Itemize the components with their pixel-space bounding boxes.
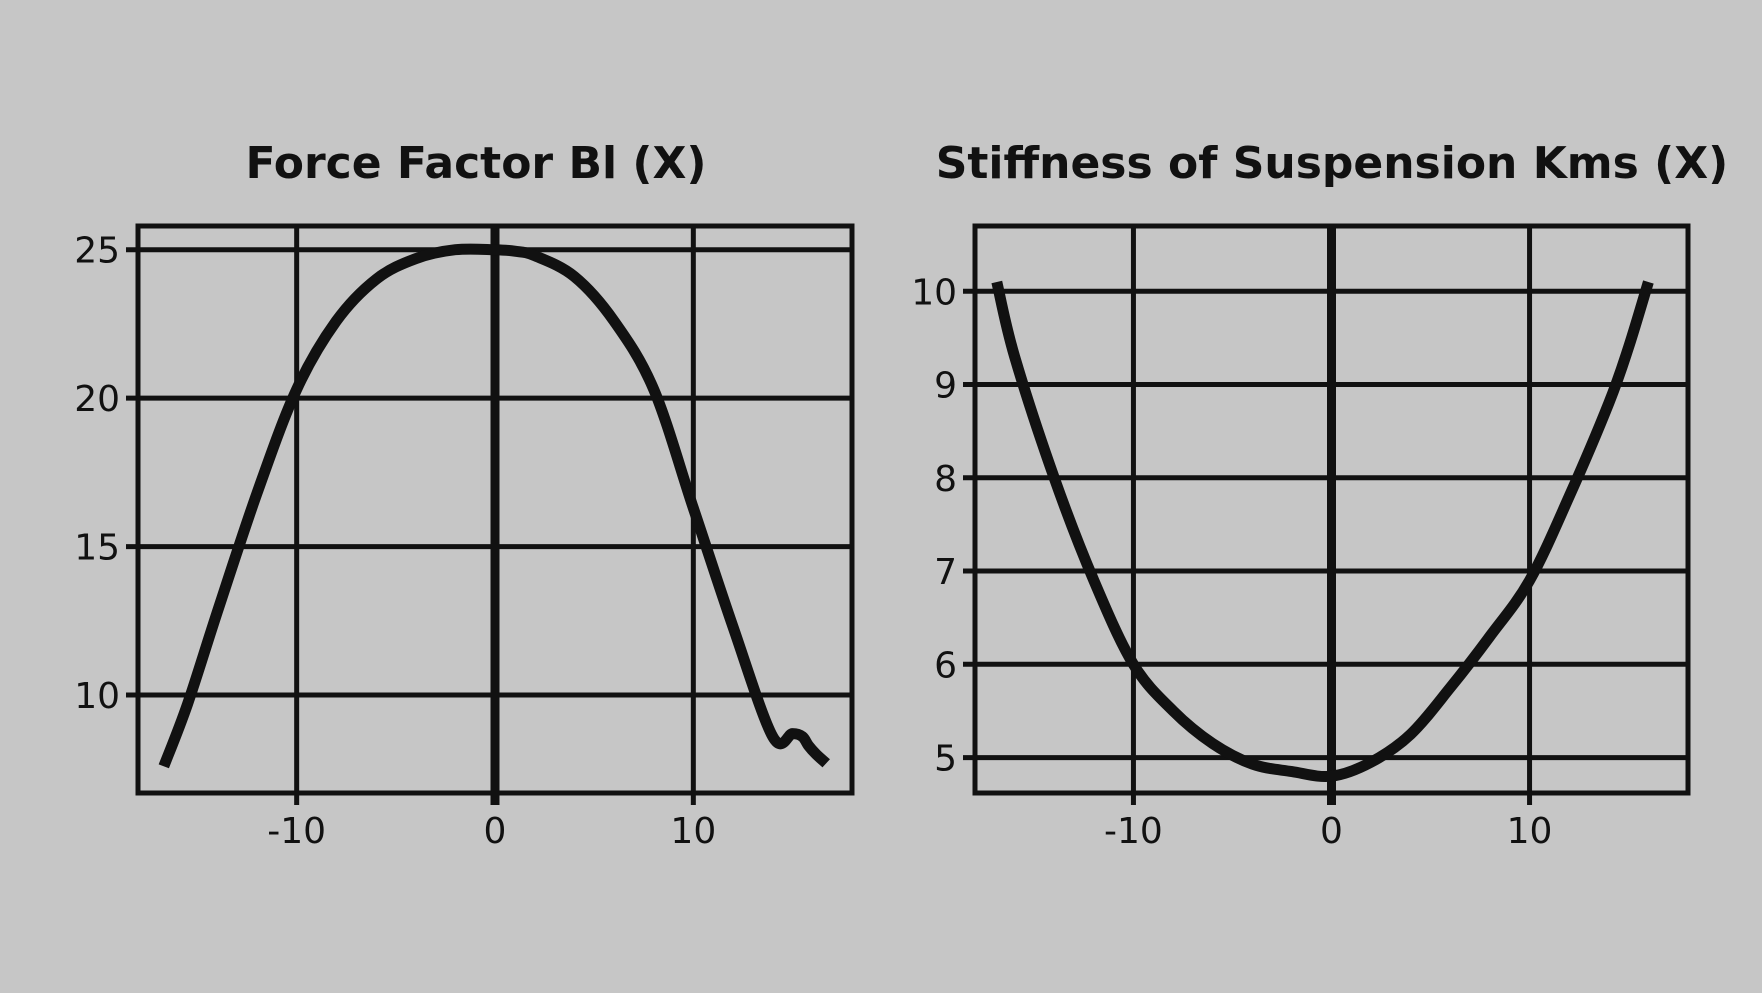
chart-title: Stiffness of Suspension Kms (X) [936, 138, 1729, 189]
y-tick-label: 6 [934, 645, 957, 686]
y-tick-label: 9 [934, 366, 957, 407]
x-tick-label: 10 [670, 811, 716, 852]
y-tick-label: 25 [74, 231, 120, 272]
plot-frame [972, 223, 1691, 796]
series-line [158, 243, 830, 769]
y-tick-label: 8 [934, 459, 957, 500]
chart-title: Force Factor Bl (X) [245, 138, 706, 189]
series-line [991, 280, 1654, 783]
x-tick-label: 0 [1320, 811, 1343, 852]
y-tick-label: 20 [74, 379, 120, 420]
x-tick-label: -10 [1104, 811, 1163, 852]
plot-frame [135, 223, 855, 796]
x-tick-label: -10 [267, 811, 326, 852]
y-tick-label: 10 [911, 272, 957, 313]
y-tick-label: 10 [74, 676, 120, 717]
chart-force-factor: Force Factor Bl (X) 10 15 20 25 -10 0 10 [74, 138, 855, 852]
x-tick-label: 0 [484, 811, 507, 852]
x-tick-label: 10 [1507, 811, 1553, 852]
y-tick-label: 15 [74, 528, 120, 569]
chart-stiffness: Stiffness of Suspension Kms (X) 5 6 7 8 9 10 -… [911, 138, 1728, 852]
y-tick-label: 5 [934, 739, 957, 780]
y-tick-label: 7 [934, 552, 957, 593]
